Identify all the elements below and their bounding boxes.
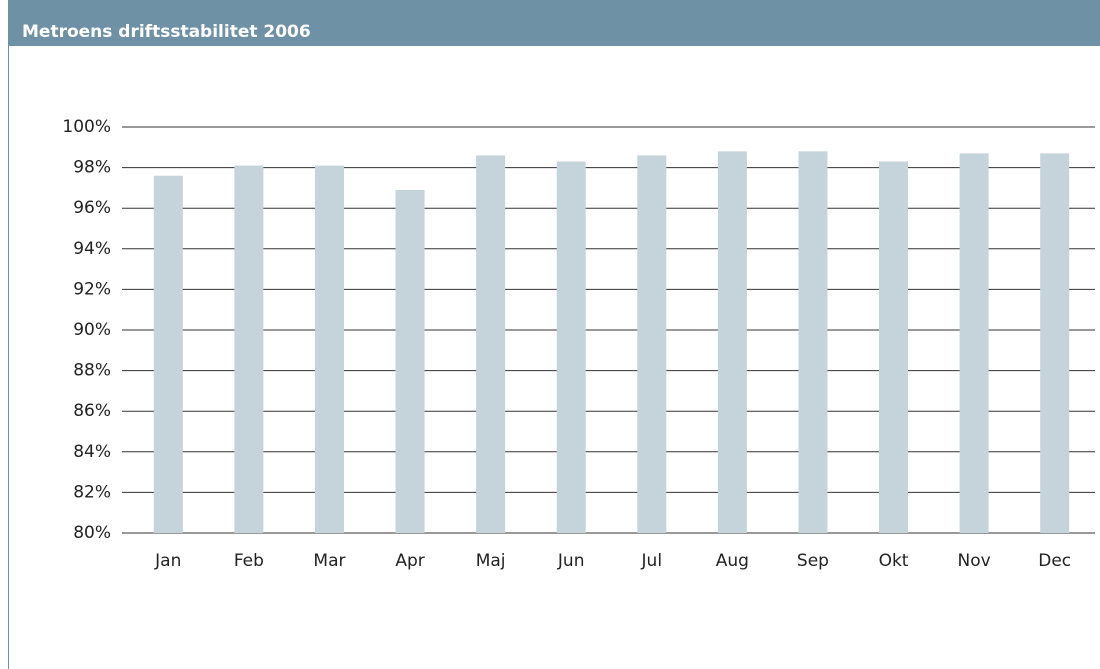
bar [314, 165, 344, 533]
y-tick-label: 92% [73, 279, 111, 299]
x-tick-label: Jun [557, 551, 585, 571]
x-tick-label: Sep [797, 551, 829, 571]
y-tick-label: 94% [73, 239, 111, 259]
chart-title: Metroens driftsstabilitet 2006 [22, 22, 311, 42]
bar [476, 155, 506, 534]
bar [1040, 153, 1070, 533]
y-tick-label: 98% [73, 158, 111, 178]
bar [717, 151, 747, 534]
bar [637, 155, 667, 534]
header-bar [8, 0, 1100, 46]
bar [798, 151, 828, 534]
y-tick-label: 96% [73, 198, 111, 218]
y-tick-label: 100% [62, 117, 111, 137]
y-tick-label: 82% [73, 482, 111, 502]
y-tick-label: 90% [73, 320, 111, 340]
bar [395, 189, 425, 533]
bar [556, 161, 586, 533]
x-tick-label: Jul [641, 551, 663, 571]
x-tick-label: Okt [879, 551, 909, 571]
y-tick-label: 84% [73, 442, 111, 462]
x-tick-label: Dec [1038, 551, 1071, 571]
bar [153, 175, 183, 533]
bar [234, 165, 264, 533]
bar [959, 153, 989, 533]
x-tick-label: Nov [958, 551, 991, 571]
y-tick-label: 88% [73, 361, 111, 381]
bar [879, 161, 909, 533]
y-tick-label: 80% [73, 523, 111, 543]
x-tick-label: Maj [476, 551, 506, 571]
x-tick-label: Jan [154, 551, 181, 571]
x-tick-label: Feb [234, 551, 264, 571]
x-tick-label: Aug [716, 551, 749, 571]
x-tick-label: Mar [313, 551, 345, 571]
x-tick-label: Apr [395, 551, 424, 571]
y-tick-label: 86% [73, 401, 111, 421]
